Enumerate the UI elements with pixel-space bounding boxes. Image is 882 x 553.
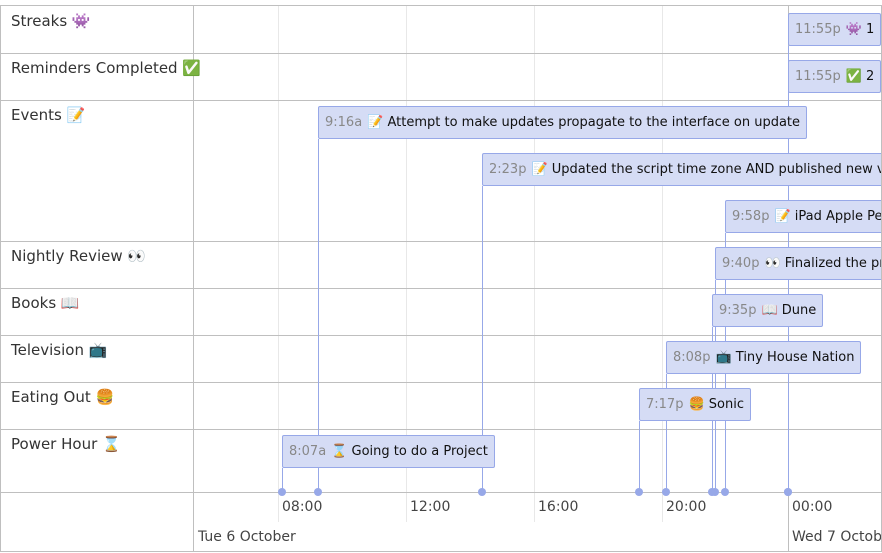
timeline-item[interactable]: 9:40p 👀 Finalized the pre (715, 247, 882, 280)
item-time: 8:07a (289, 444, 327, 459)
group-label: Streaks 👾 (11, 12, 91, 30)
grid-line (534, 6, 535, 522)
item-time: 9:16a (325, 115, 363, 130)
item-line (318, 139, 319, 492)
item-dot (662, 488, 670, 496)
item-dot (721, 488, 729, 496)
group-label: Events 📝 (11, 106, 86, 124)
grid-line (662, 6, 663, 522)
item-text: 🍔 Sonic (688, 397, 744, 412)
item-dot (708, 488, 716, 496)
group-label: Eating Out 🍔 (11, 388, 115, 406)
item-time: 7:17p (646, 397, 684, 412)
major-tick-label: Wed 7 October (792, 529, 882, 545)
timeline-item[interactable]: 11:55p ✅ 2 (788, 60, 881, 93)
minor-tick-label: 20:00 (666, 499, 707, 515)
row-border (1, 53, 881, 54)
timeline-item[interactable]: 9:16a 📝 Attempt to make updates propagate… (318, 106, 808, 139)
major-tick-label: Tue 6 October (198, 529, 296, 545)
item-time: 9:58p (732, 209, 770, 224)
timeline-item[interactable]: 11:55p 👾 1 (788, 13, 881, 46)
item-text: 📝 Updated the script time zone AND publi… (531, 162, 881, 177)
item-dot (635, 488, 643, 496)
item-dot (278, 488, 286, 496)
item-time: 11:55p (795, 22, 841, 37)
minor-tick-label: 08:00 (282, 499, 323, 515)
row-border (1, 288, 881, 289)
item-text: ⌛ Going to do a Project (331, 444, 488, 459)
item-text: ✅ 2 (845, 69, 875, 84)
row-border (1, 100, 881, 101)
item-time: 2:23p (489, 162, 527, 177)
item-text: 👀 Finalized the pre (764, 256, 882, 271)
item-line (715, 280, 716, 492)
timeline-item[interactable]: 9:35p 📖 Dune (712, 294, 824, 327)
group-label: Books 📖 (11, 294, 80, 312)
item-time: 8:08p (673, 350, 711, 365)
item-line (666, 374, 667, 492)
item-line (639, 421, 640, 492)
row-border (1, 492, 881, 493)
item-time: 9:35p (719, 303, 757, 318)
timeline-item[interactable]: 2:23p 📝 Updated the script time zone AND … (482, 153, 881, 186)
item-time: 11:55p (795, 69, 841, 84)
label-column-border (193, 6, 194, 551)
row-border (1, 241, 881, 242)
item-text: 👾 1 (845, 22, 875, 37)
timeline-item[interactable]: 8:07a ⌛ Going to do a Project (282, 435, 495, 468)
item-line (282, 468, 283, 492)
minor-tick-label: 16:00 (538, 499, 579, 515)
item-line (788, 93, 789, 492)
item-text: 📝 iPad Apple Pen (774, 209, 882, 224)
item-dot (314, 488, 322, 496)
item-text: 📺 Tiny House Nation (715, 350, 855, 365)
grid-line (278, 6, 279, 522)
item-dot (478, 488, 486, 496)
row-border (1, 429, 881, 430)
row-border (1, 382, 881, 383)
timeline-item[interactable]: 7:17p 🍔 Sonic (639, 388, 751, 421)
minor-tick-label: 12:00 (410, 499, 451, 515)
timeline: Streaks 👾 Reminders Completed ✅ Events 📝 Ni… (0, 5, 882, 552)
group-label: Reminders Completed ✅ (11, 59, 202, 77)
item-text: 📝 Attempt to make updates propagate to t… (367, 115, 801, 130)
group-label: Nightly Review 👀 (11, 247, 147, 265)
minor-tick-label: 00:00 (792, 499, 833, 515)
item-dot (784, 488, 792, 496)
group-label: Power Hour ⌛ (11, 435, 121, 453)
grid-line (406, 6, 407, 522)
item-time: 9:40p (722, 256, 760, 271)
item-line (482, 186, 483, 492)
timeline-item[interactable]: 8:08p 📺 Tiny House Nation (666, 341, 862, 374)
item-text: 📖 Dune (761, 303, 817, 318)
timeline-item[interactable]: 9:58p 📝 iPad Apple Pen (725, 200, 882, 233)
group-label: Television 📺 (11, 341, 108, 359)
row-border (1, 335, 881, 336)
